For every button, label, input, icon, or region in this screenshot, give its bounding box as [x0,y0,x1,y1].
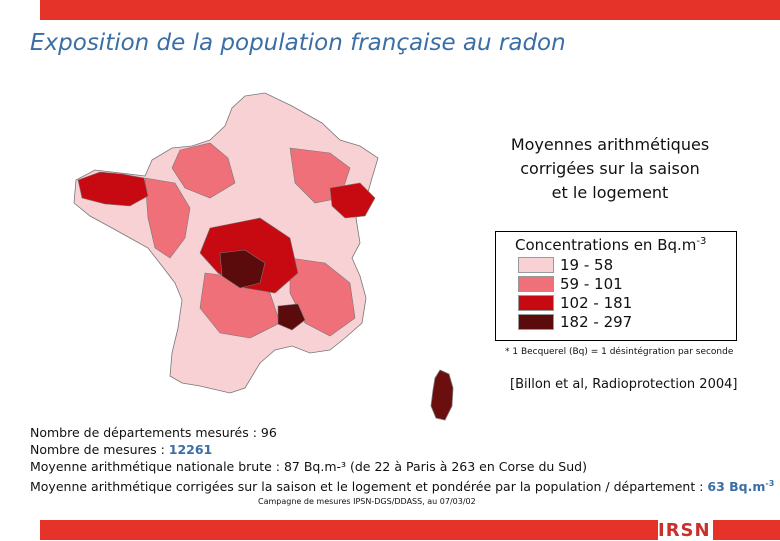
irsn-logo-text: IRSN [658,520,711,541]
citation: [Billon et al, Radioprotection 2004] [510,377,738,392]
legend-swatch-2 [518,276,554,292]
bottom-accent-bar-left [40,520,658,540]
legend-label-1: 19 - 58 [560,256,614,274]
zone-59-101-west [144,177,191,259]
becquerel-footnote: * 1 Becquerel (Bq) = 1 désintégration pa… [505,347,734,357]
corsica-map [430,369,454,421]
legend-label-2: 59 - 101 [560,275,623,293]
statistics-block: Nombre de départements mesurés : 96 Nomb… [30,424,774,495]
zone-102-181-brittany [77,171,149,207]
stat-measures-value: 12261 [168,442,213,457]
stat-raw-mean: Moyenne arithmétique nationale brute : 8… [30,459,587,474]
stat-corrected-label: Moyenne arithmétique corrigées sur la sa… [30,479,708,495]
legend-title-text: Concentrations en Bq.m [515,236,697,254]
stat-corrected-value: 63 Bq.m [707,479,766,495]
campaign-credit: Campagne de mesures IPSN-DGS/DDASS, au 0… [258,497,476,506]
legend-swatch-3 [518,295,554,311]
page-title: Exposition de la population française au… [30,30,566,56]
zone-59-101-north [171,142,236,199]
legend-heading-line-2: corrigées sur la saison [520,159,700,178]
zone-102-181-vosges [329,182,376,219]
legend-title: Concentrations en Bq.m-3 [515,236,706,254]
bottom-accent-bar-right [713,520,780,540]
stat-measures: Nombre de mesures : 12261 [30,441,774,458]
stat-measures-label: Nombre de mesures : [30,442,169,457]
stat-corrected-mean: Moyenne arithmétique corrigées sur la sa… [30,475,774,495]
zone-59-101-southeast [289,257,356,337]
legend-heading: Moyennes arithmétiques corrigées sur la … [490,133,730,205]
legend-title-exponent: -3 [696,236,707,247]
legend-label-3: 102 - 181 [560,294,633,312]
france-radon-map [73,92,379,394]
legend-swatch-1 [518,257,554,273]
zone-182-297-lozere [277,303,306,331]
legend-label-4: 182 - 297 [560,313,633,331]
irsn-logo: IRSN [658,518,713,541]
stat-departments: Nombre de départements mesurés : 96 [30,425,277,440]
legend-swatch-4 [518,314,554,330]
legend-heading-line-1: Moyennes arithmétiques [510,135,710,154]
top-accent-bar [40,0,780,20]
legend-heading-line-3: et le logement [551,183,669,202]
zone-182-297-limousin [219,249,266,289]
legend-box: Concentrations en Bq.m-3 19 - 58 59 - 10… [495,231,737,341]
stat-corrected-exponent: -3 [765,479,775,488]
